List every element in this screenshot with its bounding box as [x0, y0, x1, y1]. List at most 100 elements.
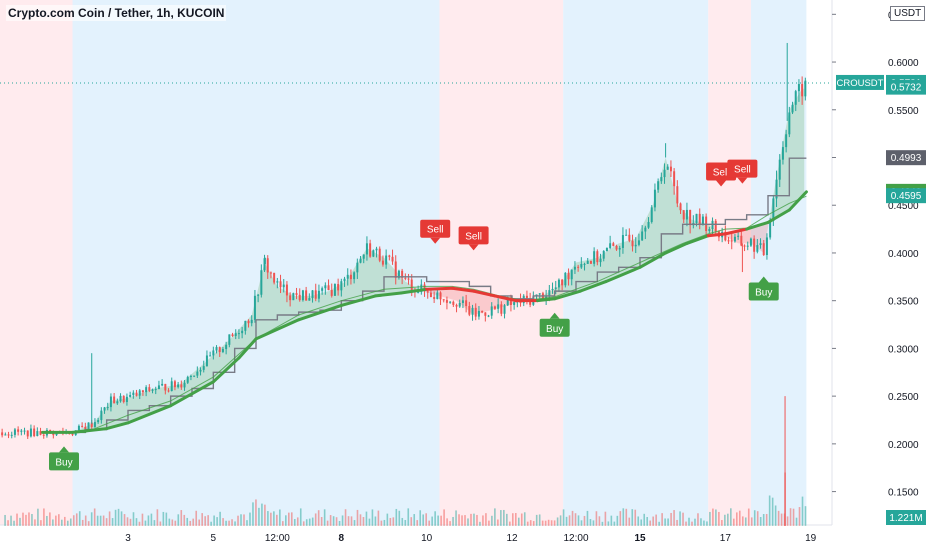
volume-bar [4, 514, 6, 526]
candle-body [474, 307, 477, 317]
candle-body [365, 243, 368, 255]
candle-body [324, 285, 327, 289]
volume-bar [670, 512, 672, 526]
signal-box [727, 159, 758, 178]
candle-body [17, 429, 20, 432]
volume-bar [359, 514, 362, 526]
candle-body [660, 177, 663, 182]
signal-arrow [430, 237, 441, 244]
candle-body [269, 272, 272, 274]
candle-body [279, 281, 282, 288]
volume-bar [46, 515, 48, 526]
volume-bar [249, 512, 251, 526]
candle-body [333, 284, 336, 296]
candle-body [506, 299, 509, 306]
candle-body [282, 284, 285, 288]
candle-body [557, 279, 560, 288]
candle-body [628, 234, 631, 241]
candle-body [583, 263, 586, 265]
volume-bar [535, 514, 538, 526]
candle-body [493, 306, 496, 309]
volume-bar [276, 514, 278, 526]
candle-body [132, 392, 135, 396]
candle-body [237, 333, 240, 335]
volume-bar [234, 521, 236, 526]
candle-body [100, 410, 103, 421]
volume-bar [114, 509, 117, 526]
volume-bar [19, 517, 21, 526]
volume-bar [786, 516, 789, 526]
candle-body [791, 104, 794, 113]
volume-bar [228, 520, 230, 526]
volume-bar [99, 515, 102, 526]
volume-bar [264, 504, 266, 526]
signal-box [458, 226, 489, 245]
candle-body [154, 389, 157, 391]
candle-body [116, 401, 119, 404]
candle-body [292, 293, 295, 301]
price-label-value: 0.4595 [891, 191, 922, 202]
candle-body [593, 251, 596, 264]
volume-bar [541, 520, 544, 526]
candle-body [701, 216, 704, 226]
volume-bar [207, 515, 209, 526]
price-label-bg [886, 188, 926, 204]
slow-ma-line [126, 404, 173, 425]
price-tick-label: 0.2000 [888, 440, 919, 451]
volume-bar [759, 517, 762, 526]
volume-bar [559, 515, 562, 526]
volume-bar [652, 516, 654, 526]
volume-bar [222, 518, 224, 526]
signal-box [420, 219, 451, 238]
volume-bar [380, 520, 383, 526]
volume-bar [296, 517, 299, 526]
volume-bar [673, 510, 675, 526]
volume-bar [335, 517, 338, 526]
volume-bar [580, 520, 583, 526]
candle-body [135, 392, 138, 396]
volume-bar [556, 517, 559, 526]
candle-body [599, 258, 602, 263]
candle-body [420, 284, 423, 292]
volume-bar [141, 513, 144, 526]
candle-body [487, 315, 490, 317]
ma-fill [723, 214, 771, 253]
candle-body [753, 238, 756, 252]
volume-bar [55, 515, 57, 526]
candle-body [90, 422, 93, 428]
volume-bar [592, 520, 595, 526]
volume-bar [744, 517, 747, 526]
candle-body [349, 274, 352, 280]
volume-bar [482, 515, 484, 526]
slow-ma-line [578, 280, 608, 293]
volume-bar [733, 518, 735, 526]
volume-bar [664, 518, 666, 526]
candle-body [458, 302, 461, 307]
volume-bar [66, 520, 69, 526]
candle-body [564, 272, 567, 286]
candle-body [186, 376, 189, 383]
volume-bar [765, 513, 768, 526]
price-tick-label: 0.4500 [888, 201, 919, 212]
volume-bar [658, 521, 660, 526]
volume-bar [550, 520, 553, 526]
slow-ma-line [450, 286, 476, 293]
volume-bar [413, 514, 416, 526]
candle-body [1, 432, 4, 436]
volume-bar [446, 518, 448, 526]
volume-bar [467, 518, 469, 526]
candle-body [471, 307, 474, 315]
volume-bar [255, 499, 257, 526]
candle-body [727, 240, 730, 242]
volume-bar [305, 519, 308, 526]
time-tick-label: 10 [421, 533, 433, 544]
volume-bar [240, 514, 242, 526]
volume-bar [416, 520, 419, 526]
volume-bar [37, 508, 39, 526]
volume-bar [410, 517, 413, 526]
candle-body [445, 300, 448, 303]
signal-arrow [549, 312, 560, 319]
volume-bar [111, 518, 114, 526]
volume-bar [667, 518, 669, 526]
